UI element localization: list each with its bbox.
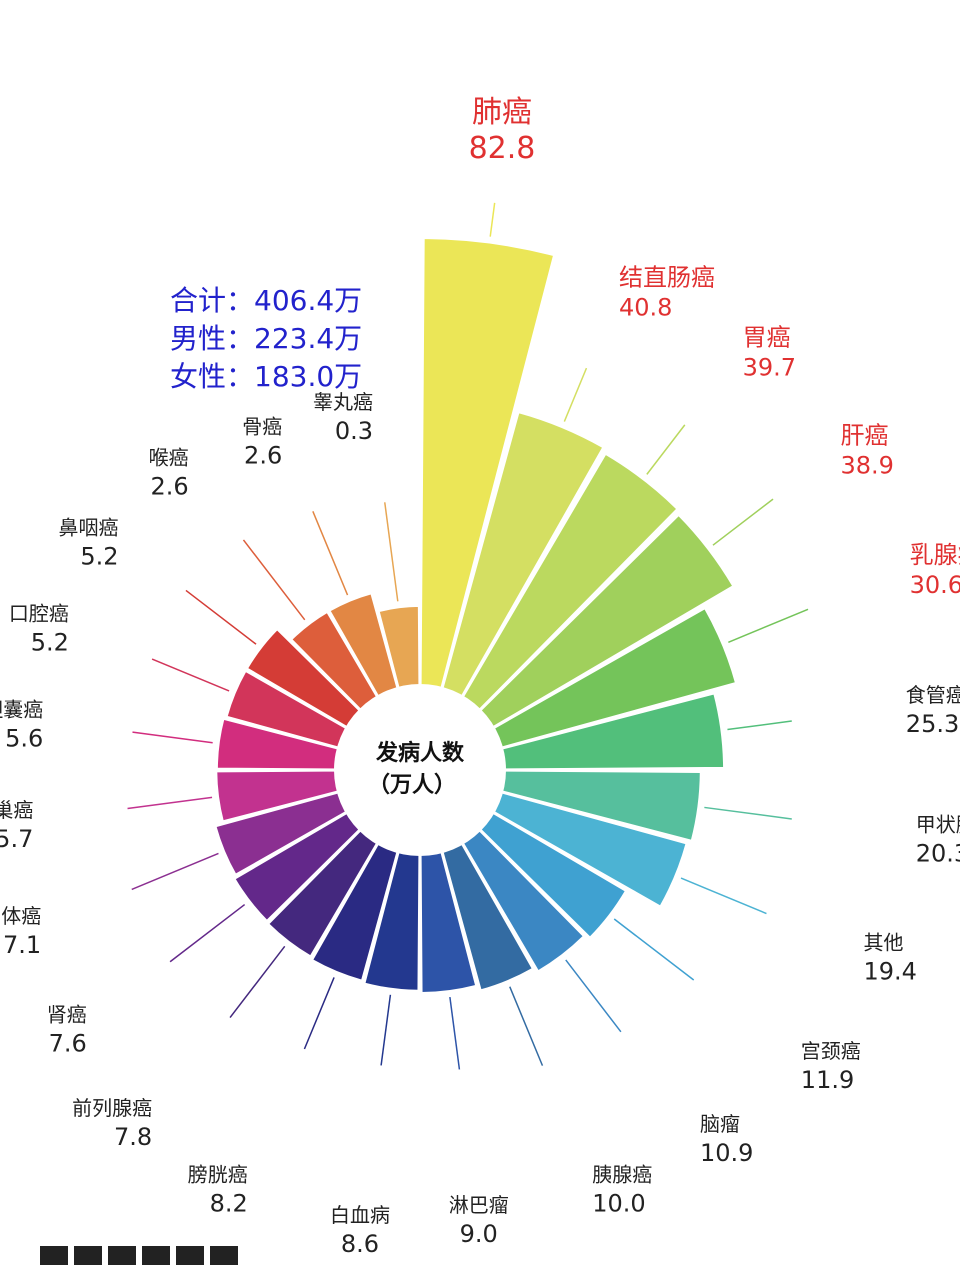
- category-label-22: 骨癌: [242, 414, 282, 438]
- center-label-line2: （万人）: [368, 773, 456, 798]
- category-label-5: 食管癌: [906, 683, 960, 707]
- leader-肺癌: [489, 202, 496, 237]
- value-label-14: 7.8: [114, 1123, 152, 1151]
- value-label-4: 30.6: [910, 571, 960, 599]
- category-label-7: 其他: [863, 931, 903, 955]
- value-label-10: 10.0: [592, 1190, 645, 1218]
- leader-肾癌: [169, 903, 246, 963]
- category-label-17: 卵巢癌: [0, 798, 33, 822]
- leader-宫颈癌: [613, 918, 695, 981]
- value-label-2: 39.7: [743, 354, 796, 382]
- leader-前列腺癌: [229, 945, 286, 1018]
- leader-口腔癌: [151, 658, 230, 692]
- leader-肝癌: [712, 498, 774, 546]
- category-label-19: 口腔癌: [9, 602, 69, 626]
- value-label-23: 0.3: [335, 417, 373, 445]
- summary-male: 男性：223.4万: [170, 322, 363, 355]
- chart-bars: [214, 237, 738, 995]
- category-label-21: 喉癌: [149, 446, 189, 470]
- category-label-11: 淋巴瘤: [449, 1193, 509, 1217]
- value-label-11: 9.0: [460, 1220, 498, 1248]
- leader-胰腺癌: [509, 986, 544, 1066]
- leader-胃癌: [646, 424, 686, 475]
- leader-食管癌: [727, 720, 792, 731]
- value-label-22: 2.6: [244, 441, 282, 469]
- category-label-2: 胃癌: [743, 324, 791, 352]
- leader-睾丸癌: [384, 502, 399, 602]
- value-label-5: 25.3: [906, 710, 959, 738]
- leader-喉癌: [242, 539, 306, 621]
- category-label-13: 膀胱癌: [188, 1163, 248, 1187]
- category-label-0: 肺癌: [472, 95, 532, 130]
- category-label-3: 肝癌: [840, 421, 888, 449]
- summary-box: 合计：406.4万 男性：223.4万 女性：183.0万: [170, 282, 362, 396]
- cropped-heading-fragment: [40, 1246, 270, 1265]
- category-label-14: 前列腺癌: [72, 1096, 152, 1120]
- leader-结直肠癌: [563, 367, 588, 422]
- value-label-1: 40.8: [619, 294, 672, 322]
- category-label-20: 鼻咽癌: [59, 516, 119, 540]
- leader-骨癌: [312, 511, 349, 596]
- category-label-18: 胆囊癌: [0, 697, 43, 721]
- leader-淋巴瘤: [449, 996, 461, 1070]
- leader-膀胱癌: [303, 977, 335, 1050]
- leader-子宫体癌: [131, 852, 219, 891]
- value-label-0: 82.8: [469, 131, 536, 166]
- category-label-4: 乳腺癌: [910, 541, 960, 569]
- value-label-9: 10.9: [700, 1139, 753, 1167]
- value-label-12: 8.6: [341, 1230, 379, 1258]
- summary-female: 女性：183.0万: [170, 360, 363, 393]
- value-label-19: 5.2: [31, 629, 69, 657]
- value-label-16: 7.1: [3, 931, 41, 959]
- center-circle: [334, 684, 506, 856]
- leader-甲状腺癌: [704, 806, 792, 820]
- leader-卵巢癌: [127, 796, 213, 810]
- leader-乳腺癌: [728, 608, 809, 643]
- leader-白血病: [380, 994, 392, 1066]
- category-label-10: 胰腺癌: [592, 1163, 652, 1187]
- value-label-20: 5.2: [80, 543, 118, 571]
- category-label-15: 肾癌: [47, 1003, 87, 1027]
- category-label-1: 结直肠癌: [619, 264, 715, 292]
- value-label-6: 20.3: [916, 839, 960, 867]
- leader-胆囊癌: [132, 731, 213, 744]
- summary-total: 合计：406.4万: [170, 284, 363, 317]
- category-label-9: 脑瘤: [700, 1112, 740, 1136]
- category-label-23: 睾丸癌: [313, 390, 373, 414]
- category-label-6: 甲状腺癌: [916, 812, 960, 836]
- value-label-17: 5.7: [0, 825, 33, 853]
- leader-鼻咽癌: [185, 589, 257, 645]
- category-label-12: 白血病: [330, 1203, 390, 1227]
- value-label-13: 8.2: [210, 1190, 248, 1218]
- center-label-line1: 发病人数: [375, 740, 465, 766]
- value-label-8: 11.9: [801, 1066, 854, 1094]
- chart-leader-lines: [127, 202, 809, 1070]
- leader-其他: [680, 877, 767, 915]
- value-label-18: 5.6: [5, 724, 43, 752]
- value-label-21: 2.6: [150, 473, 188, 501]
- category-label-16: 子宫体癌: [0, 904, 41, 928]
- value-label-3: 38.9: [840, 451, 893, 479]
- value-label-7: 19.4: [863, 958, 916, 986]
- category-label-8: 宫颈癌: [801, 1039, 861, 1063]
- value-label-15: 7.6: [49, 1030, 87, 1058]
- leader-脑瘤: [565, 959, 622, 1033]
